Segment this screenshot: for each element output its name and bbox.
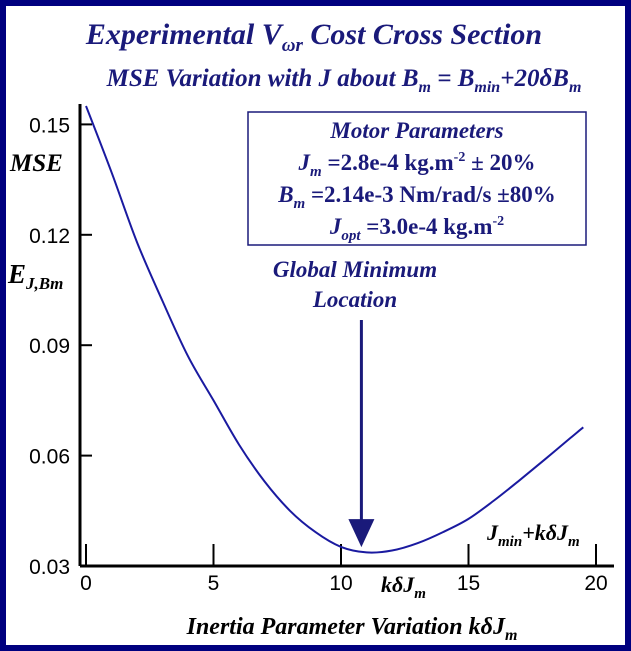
x-tick-label: 10 bbox=[329, 572, 352, 595]
x-tick-label: 15 bbox=[457, 572, 480, 595]
params-box-title: Motor Parameters bbox=[329, 118, 503, 143]
y-tick-label: 0.03 bbox=[29, 556, 70, 579]
params-line-jopt: Jopt =3.0e-4 kg.m-2 bbox=[329, 214, 504, 244]
x-tick-label: 0 bbox=[80, 572, 92, 595]
x-ticks: 0 5 10 15 20 bbox=[80, 544, 608, 595]
y-tick-label: 0.15 bbox=[29, 114, 70, 137]
y-tick-label: 0.12 bbox=[29, 225, 70, 248]
chart-title: Experimental Vωr Cost Cross Section bbox=[85, 18, 542, 56]
params-box bbox=[247, 111, 587, 246]
curve-label: Jmin+kδJm bbox=[486, 520, 580, 550]
annotation-line1: Global Minimum bbox=[273, 257, 437, 282]
y-axis-label-mse: MSE bbox=[9, 150, 63, 177]
y-ticks: 0.03 0.06 0.09 0.12 0.15 bbox=[29, 114, 92, 579]
chart-subtitle: MSE Variation with J about Bm = Bmin+20δ… bbox=[106, 65, 582, 96]
x-inner-label: kδJm bbox=[381, 572, 426, 602]
params-line-bm: Bm =2.14e-3 Nm/rad/s ±80% bbox=[277, 182, 556, 212]
annotation-line2: Location bbox=[312, 287, 397, 312]
y-tick-label: 0.09 bbox=[29, 335, 70, 358]
y-tick-label: 0.06 bbox=[29, 446, 70, 469]
y-axis-label-e: EJ,Bm bbox=[7, 259, 63, 293]
x-axis-label: Inertia Parameter Variation kδJm bbox=[186, 614, 518, 644]
annotation-arrow-head bbox=[348, 519, 375, 548]
x-tick-label: 20 bbox=[584, 572, 607, 595]
series-line bbox=[85, 105, 584, 554]
params-line-jm: Jm =2.8e-4 kg.m-2 ± 20% bbox=[298, 150, 536, 180]
x-tick-label: 5 bbox=[208, 572, 220, 595]
